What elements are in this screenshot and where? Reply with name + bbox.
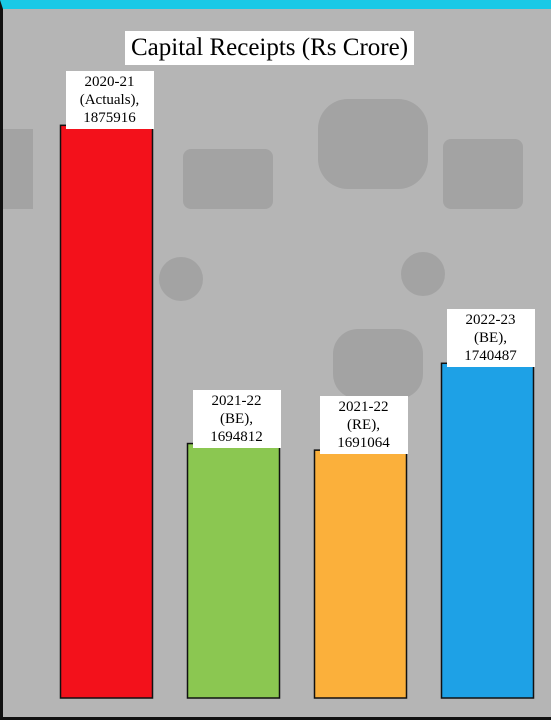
category-label: 2022-23 (BE), xyxy=(452,311,530,347)
data-label: 2021-22 (BE),1694812 xyxy=(193,390,281,448)
bar xyxy=(61,125,153,698)
data-label: 2020-21 (Actuals),1875916 xyxy=(66,71,154,129)
bar xyxy=(188,444,280,698)
chart-title: Capital Receipts (Rs Crore) xyxy=(125,31,414,65)
category-label: 2021-22 (RE), xyxy=(325,398,403,434)
value-label: 1691064 xyxy=(325,434,403,452)
chart: Capital Receipts (Rs Crore) 2020-21 (Act… xyxy=(0,0,551,720)
category-label: 2020-21 (Actuals), xyxy=(71,73,149,109)
bar xyxy=(315,450,407,698)
data-label: 2021-22 (RE),1691064 xyxy=(320,396,408,454)
category-label: 2021-22 (BE), xyxy=(198,392,276,428)
value-label: 1875916 xyxy=(71,109,149,127)
value-label: 1694812 xyxy=(198,428,276,446)
data-label: 2022-23 (BE),1740487 xyxy=(447,309,535,367)
value-label: 1740487 xyxy=(452,347,530,365)
bar xyxy=(442,363,534,698)
